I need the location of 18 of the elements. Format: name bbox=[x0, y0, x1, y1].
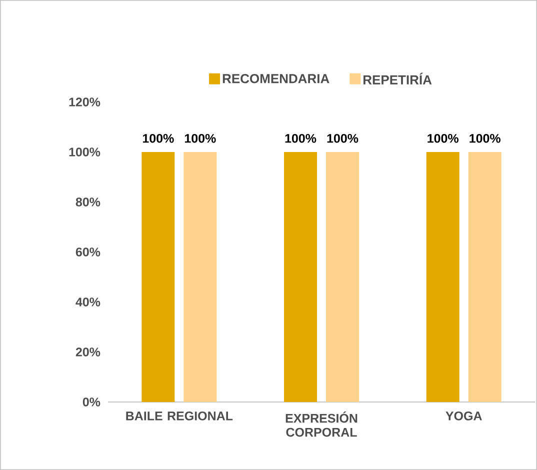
data-label: 100% bbox=[184, 134, 216, 143]
data-label: 100% bbox=[470, 134, 500, 143]
y-tick-label: 120% bbox=[69, 98, 100, 106]
x-tick-label: BAILE REGIONAL bbox=[126, 412, 233, 420]
data-label: 100% bbox=[285, 134, 316, 143]
data-label: 100% bbox=[327, 134, 358, 143]
y-tick-label: 60% bbox=[76, 248, 100, 256]
y-tick-label: 80% bbox=[76, 198, 100, 206]
x-tick-label: YOGA bbox=[446, 412, 482, 420]
data-label: 100% bbox=[428, 134, 458, 143]
y-tick-label: 20% bbox=[76, 348, 100, 356]
y-tick-label: 100% bbox=[69, 148, 100, 156]
data-label: 100% bbox=[142, 134, 174, 143]
legend-label: REPETIRÍA bbox=[364, 72, 432, 84]
y-tick-label: 40% bbox=[76, 298, 100, 306]
y-tick-label: 0% bbox=[82, 398, 100, 406]
x-tick-label: EXPRESIÓN CORPORAL bbox=[286, 412, 358, 437]
legend-label: RECOMENDARIA bbox=[222, 74, 330, 84]
